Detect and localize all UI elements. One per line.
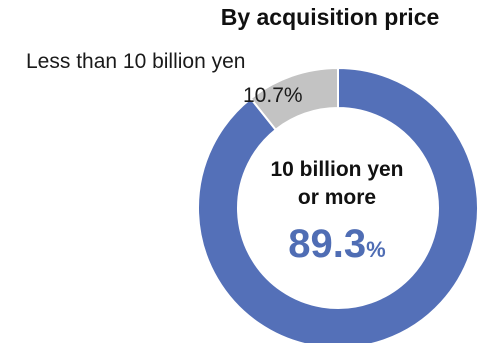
slice-value-small: 10.7% [243, 84, 303, 107]
slice-label-small: Less than 10 billion yen [26, 50, 246, 73]
slice-value-large-number: 89.3 [288, 222, 367, 266]
slice-value-large: 89.3% [237, 222, 437, 267]
donut-slice-large [197, 66, 479, 343]
donut-slice-small [249, 66, 339, 132]
slice-label-large-line2: or more [297, 186, 377, 209]
slice-label-large-line1: 10 billion yen [270, 158, 404, 181]
chart-title: By acquisition price [220, 4, 440, 30]
slice-value-large-unit: % [366, 237, 386, 262]
slice-label-large: 10 billion yen or more [237, 156, 437, 212]
